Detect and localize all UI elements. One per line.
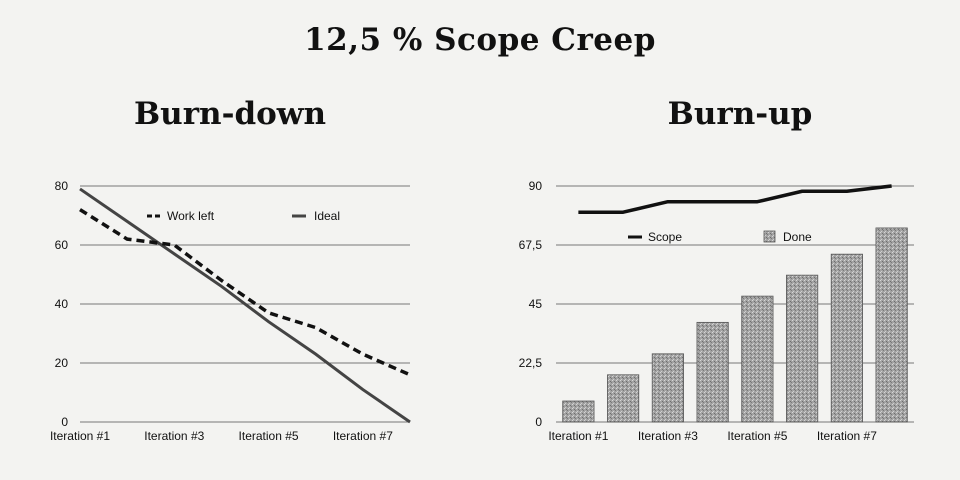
x-tick-label: Iteration #7 xyxy=(333,429,393,443)
x-tick-label: Iteration #5 xyxy=(239,429,299,443)
x-tick-label: Iteration #3 xyxy=(144,429,204,443)
done-bar xyxy=(786,274,819,423)
ideal-line xyxy=(79,187,411,424)
burnup-chart: 0 22,5 45 67,5 90 Iteration #1 Iteration #3 Ite… xyxy=(519,179,914,443)
work-left-line xyxy=(79,208,411,377)
x-tick-label: Iteration #3 xyxy=(638,429,698,443)
page-title: 12,5 % Scope Creep xyxy=(304,22,656,58)
done-bar xyxy=(562,400,595,423)
y-tick-label: 0 xyxy=(535,415,542,429)
done-bar xyxy=(875,227,908,423)
y-tick-label: 40 xyxy=(55,297,69,311)
legend-label-done: Done xyxy=(783,230,812,244)
burndown-chart: 0 20 40 60 80 Iteration #1 Iteration #3 Iterati… xyxy=(50,179,411,443)
done-bar xyxy=(830,253,863,423)
y-tick-label: 80 xyxy=(55,179,69,193)
y-tick-label: 45 xyxy=(529,297,543,311)
x-tick-label: Iteration #1 xyxy=(50,429,110,443)
done-bar xyxy=(607,374,640,423)
y-tick-label: 60 xyxy=(55,238,69,252)
y-tick-label: 67,5 xyxy=(519,238,543,252)
x-tick-label: Iteration #1 xyxy=(548,429,608,443)
y-tick-label: 0 xyxy=(61,415,68,429)
x-tick-label: Iteration #5 xyxy=(727,429,787,443)
legend-label-ideal: Ideal xyxy=(314,209,340,223)
y-tick-label: 20 xyxy=(55,356,69,370)
legend-label-scope: Scope xyxy=(648,230,682,244)
legend-swatch-done xyxy=(763,230,776,243)
done-bar xyxy=(651,353,684,423)
x-tick-label: Iteration #7 xyxy=(817,429,877,443)
y-tick-label: 90 xyxy=(529,179,543,193)
done-bar xyxy=(696,321,729,423)
burndown-title: Burn-down xyxy=(133,96,327,132)
y-tick-label: 22,5 xyxy=(519,356,543,370)
legend-label-work-left: Work left xyxy=(167,209,215,223)
scope-line xyxy=(578,184,892,214)
done-bar xyxy=(741,295,774,423)
burnup-title: Burn-up xyxy=(667,96,813,132)
